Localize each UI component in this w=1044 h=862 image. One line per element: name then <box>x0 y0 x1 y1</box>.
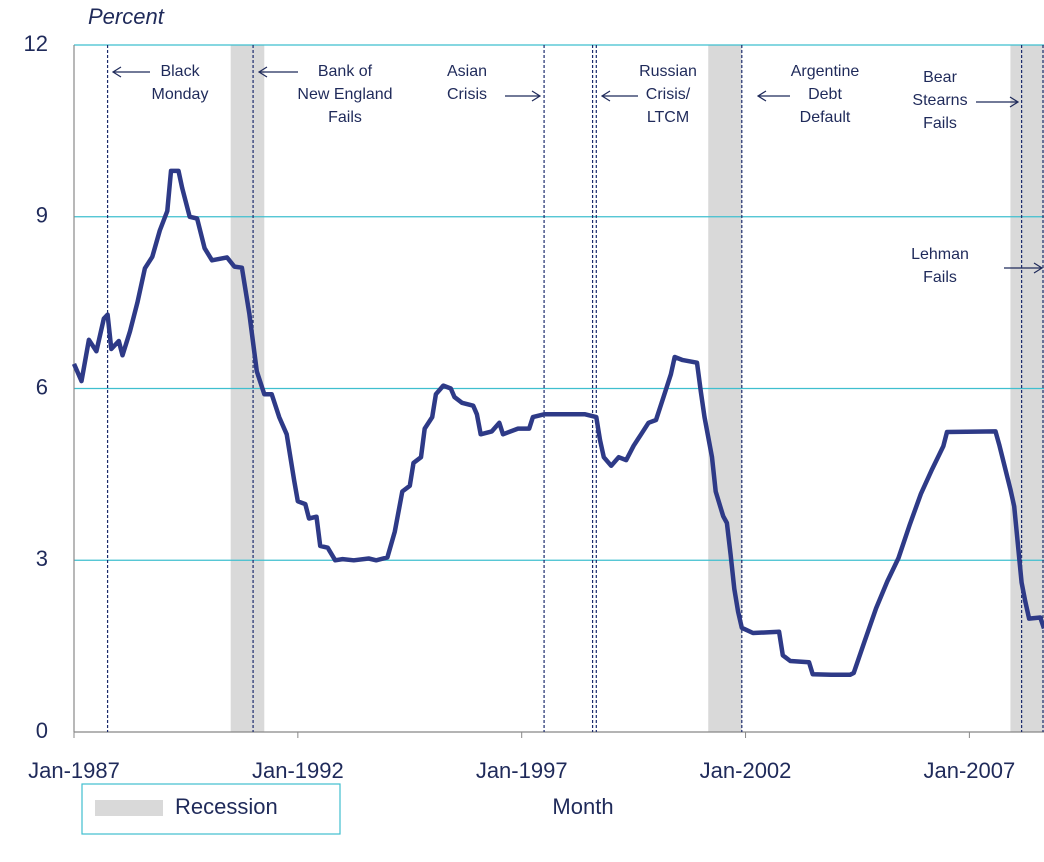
event-label: Monday <box>152 86 209 103</box>
event-label: Default <box>800 109 851 126</box>
event-label: Fails <box>923 269 957 286</box>
event-arrow <box>505 90 542 102</box>
legend-swatch <box>95 800 163 816</box>
x-tick-label: Jan-2002 <box>700 758 792 783</box>
event-label: Bear <box>923 69 957 86</box>
rate-line <box>71 168 1044 678</box>
x-tick-label: Jan-2007 <box>924 758 1016 783</box>
y-tick-label: 0 <box>36 718 48 743</box>
event-label: Debt <box>808 86 842 103</box>
event-label: Lehman <box>911 246 969 263</box>
event-arrow <box>756 90 790 102</box>
event-arrow <box>600 90 638 102</box>
event-label: Crisis/ <box>646 86 691 103</box>
event-label: New England <box>297 86 392 103</box>
y-tick-label: 3 <box>36 546 48 571</box>
event-label: Black <box>160 63 200 80</box>
event-label: Fails <box>923 115 957 132</box>
legend-box <box>81 783 341 835</box>
event-arrow <box>1004 262 1044 274</box>
event-label: Fails <box>328 109 362 126</box>
y-axis-label: Percent <box>88 4 165 29</box>
event-label: LTCM <box>647 109 689 126</box>
y-tick-label: 9 <box>36 203 48 228</box>
event-label: Argentine <box>791 63 860 80</box>
x-axis-label: Month <box>552 794 613 819</box>
event-label: Crisis <box>447 86 487 103</box>
y-tick-label: 12 <box>24 31 48 56</box>
y-tick-label: 6 <box>36 374 48 399</box>
event-label: Bank of <box>318 63 373 80</box>
event-label: Stearns <box>912 92 967 109</box>
event-arrow <box>976 96 1020 108</box>
event-label: Russian <box>639 63 697 80</box>
x-tick-label: Jan-1987 <box>28 758 120 783</box>
event-arrow <box>257 66 298 78</box>
event-arrow <box>111 66 150 78</box>
legend-label: Recession <box>175 794 278 819</box>
event-label: Asian <box>447 63 487 80</box>
x-tick-label: Jan-1992 <box>252 758 344 783</box>
x-tick-label: Jan-1997 <box>476 758 568 783</box>
